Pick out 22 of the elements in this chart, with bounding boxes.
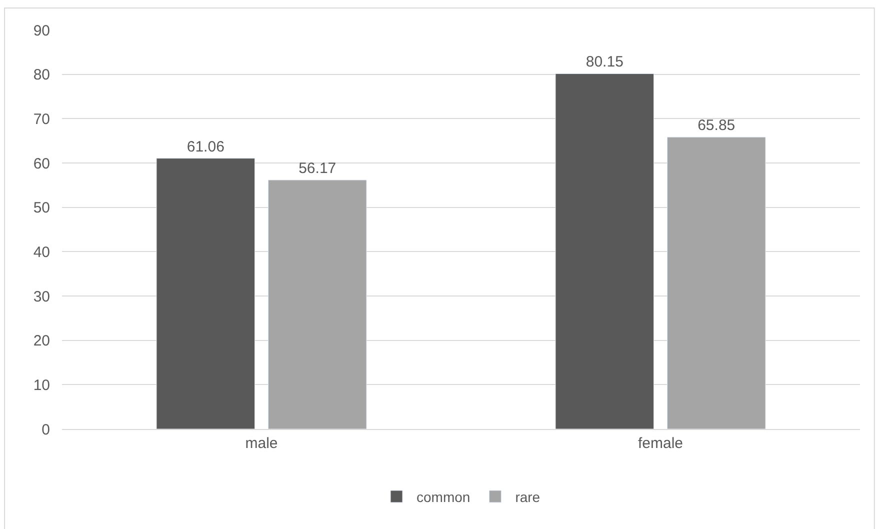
x-tick-label: male — [245, 435, 278, 452]
y-tick-label: 40 — [33, 244, 50, 261]
y-tick-label: 30 — [33, 288, 50, 306]
bar — [268, 180, 367, 429]
y-tick-label: 0 — [42, 421, 50, 438]
y-tick-label: 50 — [33, 200, 50, 217]
legend-label: rare — [515, 488, 540, 505]
data-label: 65.85 — [698, 117, 736, 134]
data-label: 80.15 — [586, 54, 624, 71]
y-tick-label: 10 — [33, 376, 50, 394]
bar — [156, 158, 256, 429]
x-tick-label: female — [638, 435, 684, 452]
y-tick-label: 90 — [33, 22, 50, 40]
y-tick-label: 60 — [33, 155, 50, 172]
y-tick-label: 70 — [33, 110, 50, 128]
data-label: 61.06 — [186, 138, 224, 156]
y-tick-label: 20 — [33, 332, 50, 350]
y-tick-label: 80 — [33, 66, 50, 84]
bar — [555, 73, 654, 429]
data-label: 56.17 — [298, 160, 336, 177]
bar — [666, 136, 766, 429]
legend-label: common — [416, 488, 470, 505]
